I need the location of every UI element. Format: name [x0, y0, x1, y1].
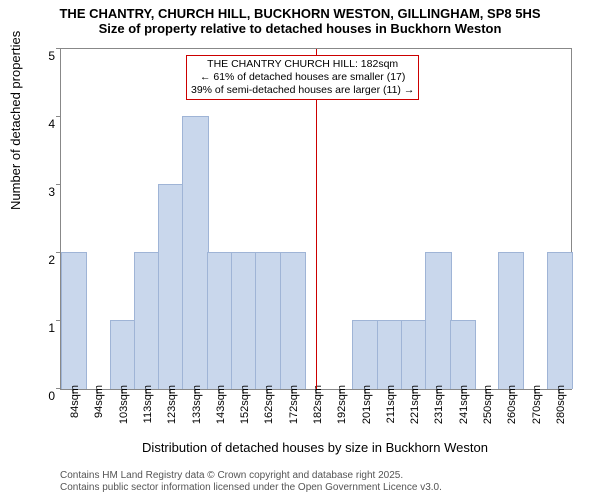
- x-axis-label: Distribution of detached houses by size …: [60, 440, 570, 455]
- x-tick-label: 231sqm: [433, 385, 445, 424]
- y-tick-label: 1: [35, 321, 61, 335]
- x-tick-label: 123sqm: [166, 385, 178, 424]
- bar: [255, 252, 281, 389]
- annotation-line-2: ← 61% of detached houses are smaller (17…: [191, 71, 414, 84]
- bar: [280, 252, 306, 389]
- y-tick-mark: [56, 184, 61, 185]
- title-line-1: THE CHANTRY, CHURCH HILL, BUCKHORN WESTO…: [0, 6, 600, 21]
- x-tick-label: 250sqm: [482, 385, 494, 424]
- x-tick-label: 192sqm: [336, 385, 348, 424]
- y-tick-label: 2: [35, 253, 61, 267]
- x-tick-label: 103sqm: [118, 385, 130, 424]
- y-tick-label: 0: [35, 389, 61, 403]
- plot-area: 01234584sqm94sqm103sqm113sqm123sqm133sqm…: [60, 48, 572, 390]
- y-tick-label: 3: [35, 185, 61, 199]
- annotation-box: THE CHANTRY CHURCH HILL: 182sqm ← 61% of…: [186, 55, 419, 100]
- x-tick-label: 94sqm: [93, 385, 105, 418]
- bar: [425, 252, 451, 389]
- footer-line-1: Contains HM Land Registry data © Crown c…: [60, 470, 442, 482]
- chart-container: THE CHANTRY, CHURCH HILL, BUCKHORN WESTO…: [0, 0, 600, 500]
- x-tick-label: 84sqm: [69, 385, 81, 418]
- x-tick-label: 143sqm: [215, 385, 227, 424]
- bar: [352, 320, 378, 389]
- x-tick-label: 221sqm: [409, 385, 421, 424]
- footer-attribution: Contains HM Land Registry data © Crown c…: [60, 470, 442, 494]
- footer-line-2: Contains public sector information licen…: [60, 482, 442, 494]
- bar: [377, 320, 403, 389]
- x-tick-label: 260sqm: [506, 385, 518, 424]
- bar: [110, 320, 136, 389]
- bar: [207, 252, 233, 389]
- bar: [547, 252, 573, 389]
- y-axis-label: Number of detached properties: [8, 31, 23, 210]
- x-tick-label: 162sqm: [263, 385, 275, 424]
- x-tick-label: 201sqm: [361, 385, 373, 424]
- x-tick-label: 172sqm: [288, 385, 300, 424]
- y-tick-label: 4: [35, 117, 61, 131]
- bar: [61, 252, 87, 389]
- bar: [158, 184, 184, 389]
- chart-title: THE CHANTRY, CHURCH HILL, BUCKHORN WESTO…: [0, 0, 600, 36]
- x-tick-label: 280sqm: [555, 385, 567, 424]
- x-tick-label: 270sqm: [531, 385, 543, 424]
- annotation-line-3: 39% of semi-detached houses are larger (…: [191, 84, 414, 97]
- y-tick-mark: [56, 116, 61, 117]
- bar: [134, 252, 160, 389]
- x-tick-label: 133sqm: [191, 385, 203, 424]
- y-tick-label: 5: [35, 49, 61, 63]
- x-tick-label: 211sqm: [385, 385, 397, 423]
- bar: [231, 252, 257, 389]
- annotation-line-1: THE CHANTRY CHURCH HILL: 182sqm: [191, 58, 414, 71]
- y-tick-mark: [56, 48, 61, 49]
- bar: [450, 320, 476, 389]
- x-tick-label: 152sqm: [239, 385, 251, 424]
- bar: [182, 116, 208, 389]
- x-tick-label: 182sqm: [312, 385, 324, 424]
- x-tick-label: 241sqm: [458, 385, 470, 424]
- bar: [498, 252, 524, 389]
- title-line-2: Size of property relative to detached ho…: [0, 21, 600, 36]
- bar: [401, 320, 427, 389]
- x-tick-label: 113sqm: [142, 385, 154, 423]
